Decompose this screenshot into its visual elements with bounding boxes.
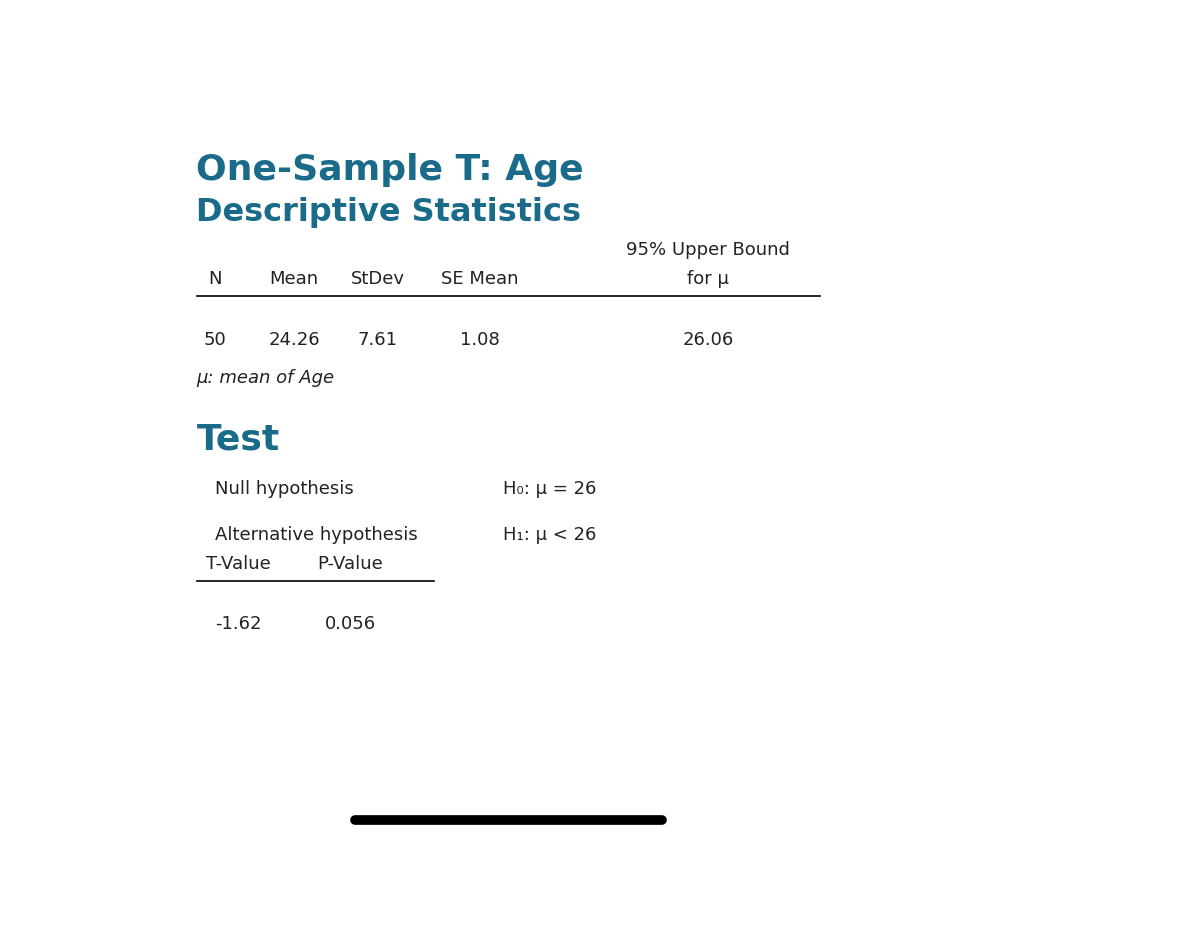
Text: H₀: μ = 26: H₀: μ = 26 bbox=[504, 480, 596, 498]
Text: 95% Upper Bound: 95% Upper Bound bbox=[626, 241, 790, 259]
Text: μ: mean of Age: μ: mean of Age bbox=[197, 369, 335, 387]
Text: Mean: Mean bbox=[270, 270, 319, 288]
Text: H₁: μ < 26: H₁: μ < 26 bbox=[504, 526, 596, 544]
Text: 50: 50 bbox=[204, 331, 227, 349]
Text: 26.06: 26.06 bbox=[683, 331, 733, 349]
Text: N: N bbox=[209, 270, 222, 288]
Text: 0.056: 0.056 bbox=[324, 615, 376, 632]
Text: StDev: StDev bbox=[350, 270, 404, 288]
Text: Test: Test bbox=[197, 422, 280, 456]
Text: P-Value: P-Value bbox=[317, 555, 383, 573]
Text: -1.62: -1.62 bbox=[215, 615, 262, 632]
Text: Alternative hypothesis: Alternative hypothesis bbox=[215, 526, 418, 544]
Text: 7.61: 7.61 bbox=[358, 331, 398, 349]
Text: 24.26: 24.26 bbox=[269, 331, 320, 349]
Text: T-Value: T-Value bbox=[206, 555, 271, 573]
Text: One-Sample T: Age: One-Sample T: Age bbox=[197, 153, 584, 187]
Text: Null hypothesis: Null hypothesis bbox=[215, 480, 354, 498]
Text: 1.08: 1.08 bbox=[461, 331, 500, 349]
Text: for μ: for μ bbox=[688, 270, 728, 288]
Text: SE Mean: SE Mean bbox=[442, 270, 518, 288]
Text: Descriptive Statistics: Descriptive Statistics bbox=[197, 197, 582, 228]
